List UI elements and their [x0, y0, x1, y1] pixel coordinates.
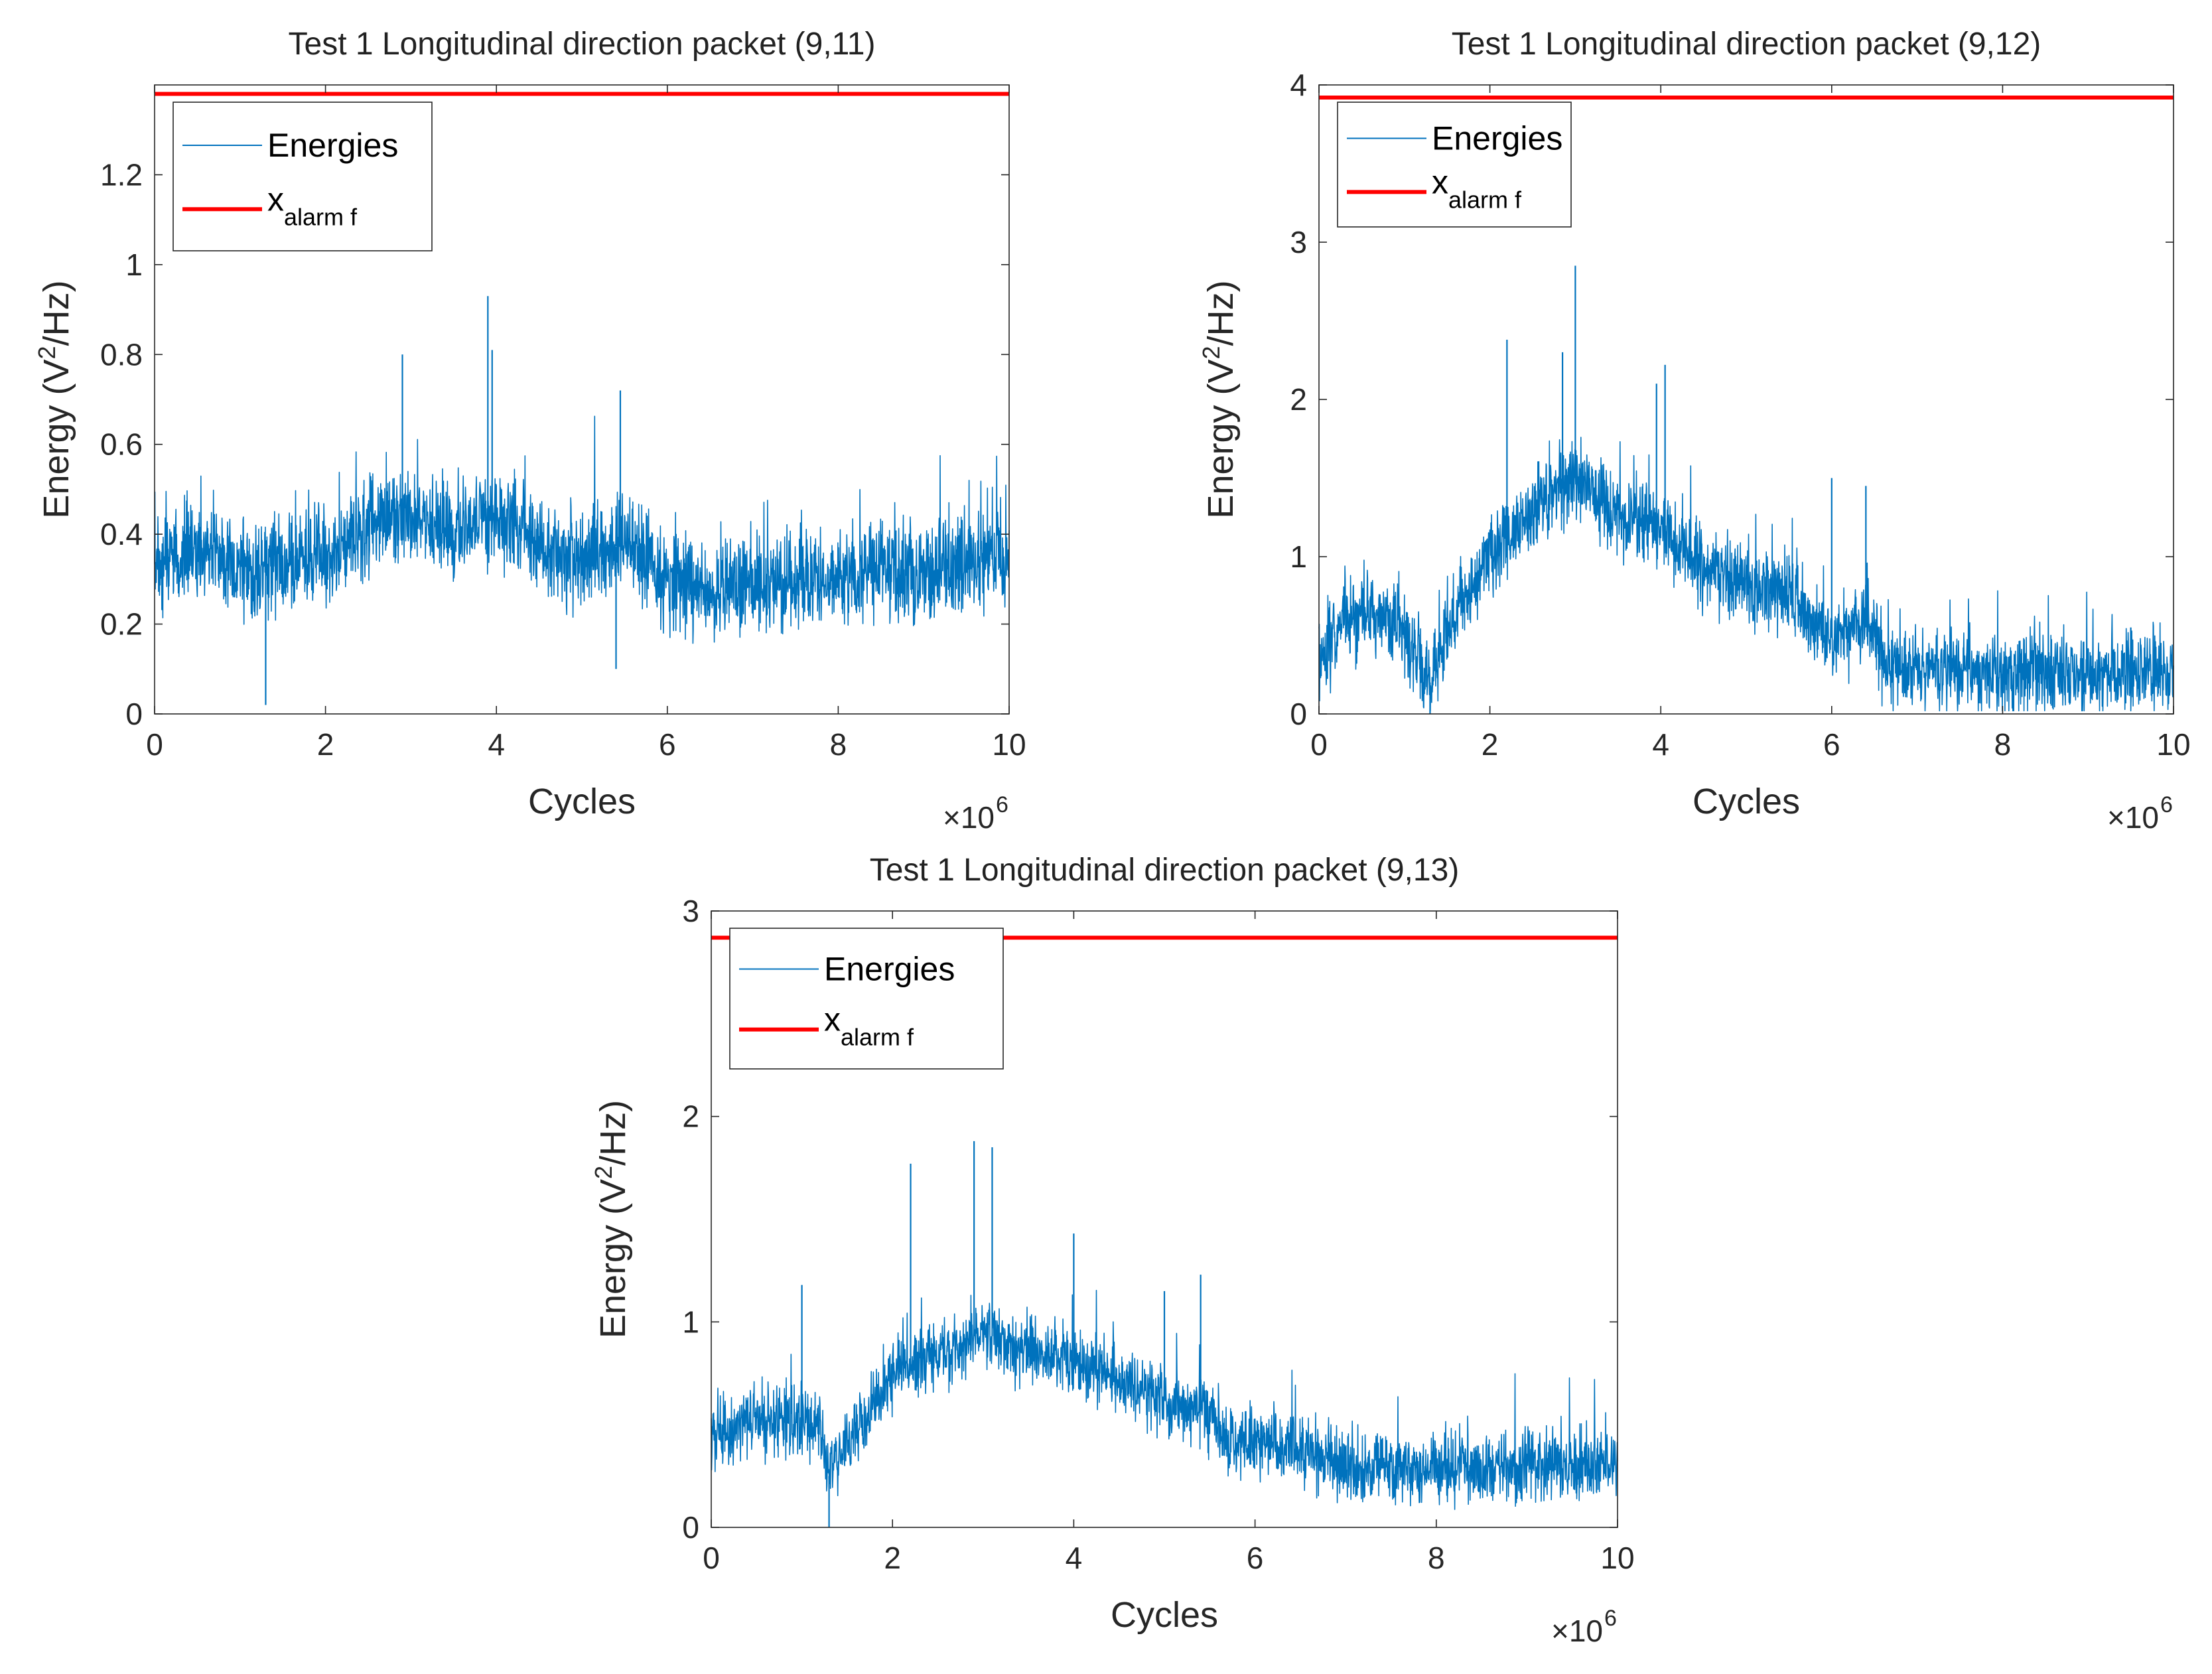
axes-box: [154, 84, 1010, 715]
legend-alarm-x: x: [1432, 163, 1448, 200]
chart-title: Test 1 Longitudinal direction packet (9,…: [870, 853, 1460, 888]
y-tick-label: 1.2: [100, 157, 143, 192]
y-axis-label-group: Energy (V2/Hz): [1198, 280, 1241, 518]
legend-box: [173, 102, 433, 251]
y-tick-label: 3: [682, 894, 699, 928]
legend-energies-label: Energies: [824, 950, 955, 987]
x-multiplier-exponent: 6: [1604, 1606, 1617, 1631]
legend-alarm-label: xalarm f: [267, 180, 358, 230]
y-tick-label: 2: [682, 1099, 699, 1134]
legend-alarm-subscript: alarm f: [1448, 186, 1522, 213]
x-tick-label: 4: [1652, 727, 1669, 762]
x-multiplier-label: ×10: [943, 800, 995, 835]
x-tick-label: 8: [1994, 727, 2012, 762]
legend-alarm-x: x: [267, 180, 284, 218]
legend-energies-label: Energies: [267, 127, 398, 164]
legend-alarm-x: x: [824, 1001, 841, 1038]
legend-box: [1337, 102, 1572, 228]
y-tick-label: 4: [1290, 68, 1307, 102]
chart-title: Test 1 Longitudinal direction packet (9,…: [1452, 27, 2041, 62]
y-axis-label-tail: /Hz): [36, 280, 76, 346]
y-axis-label-main: Energy (V: [593, 1179, 633, 1338]
y-axis-label-main: Energy (V: [1201, 359, 1241, 518]
y-tick-label: 0.2: [100, 607, 143, 642]
energies-series-line: [154, 415, 1010, 644]
axes-box: [711, 910, 1618, 1528]
x-tick-label: 8: [1428, 1541, 1445, 1575]
x-tick-label: 2: [884, 1541, 901, 1575]
x-tick-label: 4: [1066, 1541, 1083, 1575]
x-tick-label: 10: [2156, 727, 2190, 762]
y-tick-label: 1: [125, 247, 143, 282]
x-tick-label: 6: [1247, 1541, 1264, 1575]
chart-panel-1: 0 2 4 6 8 10 0 0.2 0.4 0.6 0.8 1 1.2 Test 1 Longitudi…: [33, 27, 1026, 835]
y-tick-label: 1: [682, 1304, 699, 1339]
y-tick-label: 0.8: [100, 337, 143, 372]
y-tick-label: 1: [1290, 539, 1307, 574]
legend-alarm-label: xalarm f: [824, 1001, 914, 1051]
legend-alarm-subscript: alarm f: [284, 203, 358, 230]
x-multiplier-exponent: 6: [996, 792, 1008, 817]
x-tick-label: 0: [703, 1541, 720, 1575]
y-axis-label: Energy (V2/Hz): [33, 280, 76, 518]
x-axis-label: Cycles: [1693, 782, 1800, 821]
y-axis-label-superscript: 2: [590, 1166, 617, 1179]
x-tick-label: 10: [1600, 1541, 1634, 1575]
x-multiplier-label: ×10: [1551, 1614, 1603, 1648]
y-tick-label: 3: [1290, 225, 1307, 259]
chart-panel-2: 0 2 4 6 8 10 0 1 2 3 4 Test 1 Longitudinal directio…: [1198, 27, 2191, 835]
legend-box: [729, 928, 1004, 1070]
x-tick-label: 6: [1823, 727, 1840, 762]
x-axis-label: Cycles: [528, 782, 636, 821]
x-axis-label: Cycles: [1111, 1595, 1218, 1635]
x-multiplier-exponent: 6: [2160, 792, 2173, 817]
y-tick-label: 0: [125, 697, 143, 731]
y-tick-label: 0: [682, 1510, 699, 1545]
y-axis-label-group: Energy (V2/Hz): [33, 280, 76, 518]
y-tick-label: 2: [1290, 382, 1307, 417]
legend-energies-label: Energies: [1432, 120, 1562, 157]
y-tick-label: 0: [1290, 697, 1307, 731]
y-axis-label: Energy (V2/Hz): [590, 1100, 633, 1338]
x-tick-label: 0: [146, 727, 163, 762]
y-axis-label-tail: /Hz): [1201, 280, 1241, 346]
x-tick-label: 2: [1482, 727, 1499, 762]
legend-alarm-label: xalarm f: [1432, 163, 1522, 213]
x-tick-label: 4: [488, 727, 505, 762]
x-tick-label: 10: [992, 727, 1026, 762]
y-axis-label-group: Energy (V2/Hz): [590, 1100, 633, 1338]
y-tick-label: 0.6: [100, 427, 143, 462]
chart-panel-3: 0 2 4 6 8 10 0 1 2 3 Test 1 Longitudinal direction…: [590, 853, 1635, 1648]
x-multiplier-label: ×10: [2107, 800, 2159, 835]
x-tick-label: 2: [317, 727, 334, 762]
x-tick-label: 0: [1310, 727, 1328, 762]
legend-alarm-subscript: alarm f: [841, 1024, 914, 1051]
y-axis-label-tail: /Hz): [593, 1100, 633, 1166]
x-tick-label: 6: [659, 727, 676, 762]
y-tick-label: 0.4: [100, 517, 143, 551]
chart-title: Test 1 Longitudinal direction packet (9,…: [289, 27, 876, 62]
energies-series-line: [1318, 437, 2174, 712]
x-tick-label: 8: [830, 727, 847, 762]
y-axis-label: Energy (V2/Hz): [1198, 280, 1241, 518]
y-axis-label-main: Energy (V: [36, 359, 76, 518]
y-axis-label-superscript: 2: [1198, 346, 1225, 359]
y-axis-label-superscript: 2: [33, 346, 60, 359]
